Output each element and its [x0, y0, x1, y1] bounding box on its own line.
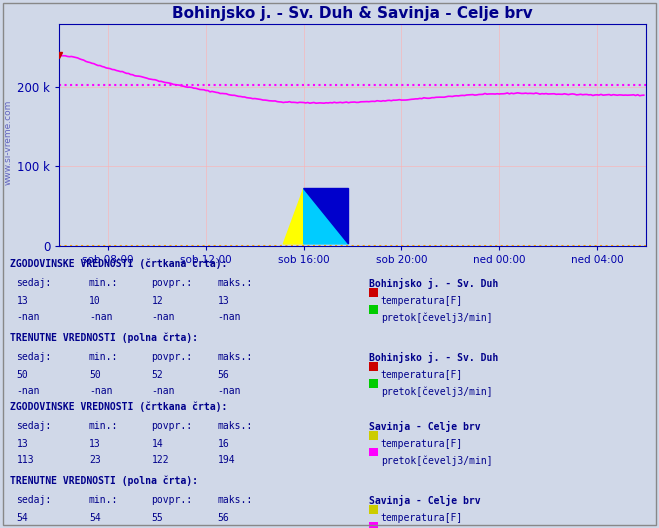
Text: min.:: min.: [89, 352, 119, 362]
Text: povpr.:: povpr.: [152, 352, 192, 362]
Text: -nan: -nan [152, 313, 175, 323]
Text: temperatura[F]: temperatura[F] [381, 296, 463, 306]
Text: temperatura[F]: temperatura[F] [381, 370, 463, 380]
Text: -nan: -nan [89, 313, 113, 323]
Text: sedaj:: sedaj: [16, 352, 51, 362]
Text: -nan: -nan [16, 313, 40, 323]
Text: 194: 194 [217, 455, 235, 465]
Text: pretok[čevelj3/min]: pretok[čevelj3/min] [381, 313, 492, 323]
Text: sedaj:: sedaj: [16, 278, 51, 288]
Text: min.:: min.: [89, 278, 119, 288]
Text: Bohinjsko j. - Sv. Duh: Bohinjsko j. - Sv. Duh [369, 352, 498, 363]
Text: 16: 16 [217, 439, 229, 449]
Text: 56: 56 [217, 513, 229, 523]
Text: www.si-vreme.com: www.si-vreme.com [3, 100, 13, 185]
Title: Bohinjsko j. - Sv. Duh & Savinja - Celje brv: Bohinjsko j. - Sv. Duh & Savinja - Celje… [172, 6, 533, 21]
Text: -nan: -nan [152, 386, 175, 397]
Text: min.:: min.: [89, 495, 119, 505]
Text: pretok[čevelj3/min]: pretok[čevelj3/min] [381, 455, 492, 466]
Text: maks.:: maks.: [217, 421, 252, 431]
Text: 13: 13 [16, 296, 28, 306]
Text: 14: 14 [152, 439, 163, 449]
Text: 12: 12 [152, 296, 163, 306]
Text: 13: 13 [16, 439, 28, 449]
Text: 113: 113 [16, 455, 34, 465]
Text: 13: 13 [89, 439, 101, 449]
Text: temperatura[F]: temperatura[F] [381, 513, 463, 523]
Text: 54: 54 [89, 513, 101, 523]
Text: maks.:: maks.: [217, 352, 252, 362]
Text: maks.:: maks.: [217, 495, 252, 505]
Text: pretok[čevelj3/min]: pretok[čevelj3/min] [381, 386, 492, 397]
Text: TRENUTNE VREDNOSTI (polna črta):: TRENUTNE VREDNOSTI (polna črta): [10, 333, 198, 343]
Text: povpr.:: povpr.: [152, 495, 192, 505]
Text: Savinja - Celje brv: Savinja - Celje brv [369, 421, 480, 432]
Text: 50: 50 [16, 370, 28, 380]
Text: Bohinjsko j. - Sv. Duh: Bohinjsko j. - Sv. Duh [369, 278, 498, 289]
Polygon shape [283, 188, 304, 244]
Text: TRENUTNE VREDNOSTI (polna črta):: TRENUTNE VREDNOSTI (polna črta): [10, 476, 198, 486]
Text: temperatura[F]: temperatura[F] [381, 439, 463, 449]
Text: 13: 13 [217, 296, 229, 306]
Text: 52: 52 [152, 370, 163, 380]
Text: sedaj:: sedaj: [16, 421, 51, 431]
Text: sedaj:: sedaj: [16, 495, 51, 505]
Text: 50: 50 [89, 370, 101, 380]
Text: -nan: -nan [217, 313, 241, 323]
Text: Savinja - Celje brv: Savinja - Celje brv [369, 495, 480, 506]
Text: 23: 23 [89, 455, 101, 465]
Polygon shape [304, 188, 349, 244]
Text: 122: 122 [152, 455, 169, 465]
Text: ZGODOVINSKE VREDNOSTI (črtkana črta):: ZGODOVINSKE VREDNOSTI (črtkana črta): [10, 259, 227, 269]
Text: min.:: min.: [89, 421, 119, 431]
Text: -nan: -nan [217, 386, 241, 397]
Text: -nan: -nan [16, 386, 40, 397]
Text: 10: 10 [89, 296, 101, 306]
Text: povpr.:: povpr.: [152, 421, 192, 431]
Text: povpr.:: povpr.: [152, 278, 192, 288]
Text: 55: 55 [152, 513, 163, 523]
Text: 54: 54 [16, 513, 28, 523]
Text: maks.:: maks.: [217, 278, 252, 288]
Text: 56: 56 [217, 370, 229, 380]
Polygon shape [304, 188, 349, 244]
Text: -nan: -nan [89, 386, 113, 397]
Text: ZGODOVINSKE VREDNOSTI (črtkana črta):: ZGODOVINSKE VREDNOSTI (črtkana črta): [10, 402, 227, 412]
